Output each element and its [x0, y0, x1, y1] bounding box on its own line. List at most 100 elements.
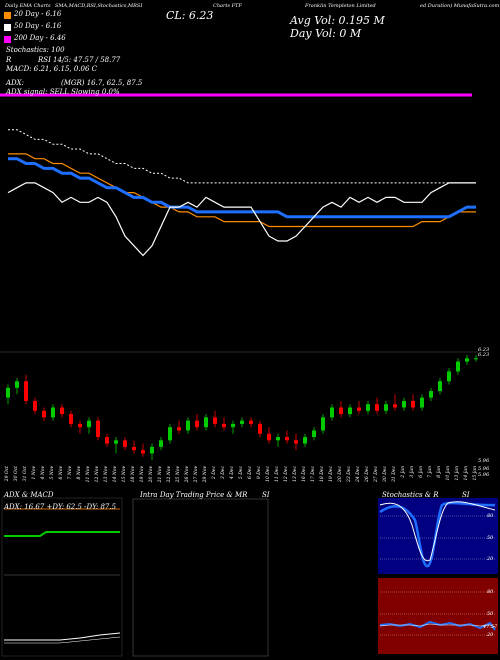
date-label: 13 Jan — [454, 466, 460, 481]
candle-body — [78, 423, 82, 428]
price-label-top1: 6.23 — [478, 347, 490, 353]
price-line — [7, 182, 476, 257]
candle-body — [267, 433, 271, 441]
price-label-bot3: 5.96 — [478, 472, 490, 478]
candle-body — [420, 397, 424, 408]
day-volume: Day Vol: 0 M — [290, 27, 362, 40]
candles — [0, 351, 478, 460]
date-label: 13 Dec — [292, 466, 298, 482]
candle-body — [438, 381, 442, 392]
date-label: 12 Nov — [94, 466, 100, 483]
date-label: 11 Nov — [85, 466, 91, 483]
candle-body — [204, 417, 208, 428]
candle-body — [51, 407, 55, 418]
date-label: 24 Dec — [355, 466, 361, 483]
rsi-tick-20: 20 — [487, 632, 494, 638]
date-label: 6 Dec — [247, 466, 253, 480]
candle-body — [24, 381, 28, 401]
macd-line — [4, 632, 121, 641]
fund-title: Franklin Templeton Limited — [305, 3, 376, 9]
date-label: 22 Nov — [166, 466, 172, 484]
candle-body — [294, 440, 298, 444]
date-label: 20 Nov — [148, 466, 154, 484]
date-label: 11 Dec — [274, 466, 280, 482]
candle-body — [276, 437, 280, 441]
date-label: 3 Jan — [409, 466, 415, 478]
date-label: 27 Dec — [373, 466, 379, 483]
bottom-panels — [1, 497, 498, 657]
date-label: 10 Dec — [265, 466, 271, 482]
rsi-panel — [378, 578, 498, 654]
candle-body — [150, 446, 154, 454]
ema200-legend: 200 Day - 6.46 — [14, 34, 66, 42]
candle-body — [186, 420, 190, 431]
blue-ma-line — [8, 157, 476, 219]
date-label: 21 Nov — [157, 466, 163, 484]
fund-title-2: ed Duration) MunafaSutra.com — [420, 3, 500, 9]
date-label: 18 Nov — [130, 466, 136, 483]
price-label-top2: 6.23 — [478, 352, 490, 358]
candle-body — [114, 440, 118, 444]
ema50-path — [8, 129, 476, 184]
candle-body — [465, 358, 469, 362]
stochastics-value: Stochastics: 100 — [6, 46, 65, 54]
date-label: 13 Nov — [103, 466, 109, 483]
price-label-bot1: 5.96 — [478, 458, 490, 464]
candle-body — [285, 437, 289, 441]
date-label: 14 Nov — [112, 466, 118, 483]
candle-body — [195, 420, 199, 428]
date-label: 25 Nov — [175, 466, 181, 484]
date-label: 27 Nov — [193, 466, 199, 484]
top-left-label: Daily EMA Charts — [5, 3, 51, 9]
date-label: 15 Jan — [472, 466, 478, 481]
candle-body — [177, 427, 181, 431]
date-label: 16 Dec — [301, 466, 307, 482]
ema200-swatch — [4, 36, 11, 43]
ema20-swatch — [4, 12, 11, 19]
candle-body — [330, 407, 334, 418]
candle-body — [6, 387, 10, 398]
intraday-panel — [132, 498, 269, 657]
stoch-tick-50: 50 — [487, 535, 494, 541]
ema50-swatch — [4, 24, 11, 31]
mrsi-line — [379, 623, 496, 628]
candle-body — [213, 417, 217, 424]
date-label: 2 Dec — [211, 466, 217, 481]
date-label: 17 Dec — [310, 466, 316, 482]
candle-body — [87, 420, 91, 428]
candle-body — [222, 423, 226, 428]
date-label: 4 Nov — [40, 466, 46, 481]
date-label: 5 Dec — [238, 466, 244, 480]
date-label: 20 Dec — [337, 466, 343, 483]
candle-body — [456, 361, 460, 372]
date-label: 19 Dec — [328, 466, 334, 482]
ema20-path — [8, 153, 476, 228]
candle-body — [384, 404, 388, 411]
candle-body — [348, 407, 352, 415]
date-label: 7 Nov — [67, 466, 73, 480]
date-label: 6 Nov — [58, 466, 64, 480]
date-label: 8 Nov — [76, 466, 82, 480]
date-label: 18 Dec — [319, 466, 325, 482]
price-label-bot2: 5.96 — [478, 466, 490, 472]
candle-body — [339, 407, 343, 415]
rsi-value: RSI 14/5: 47.57 / 58.77 — [38, 56, 121, 64]
date-label: 30 Oct — [13, 466, 19, 481]
stoch-k-line — [379, 501, 496, 568]
candle-body — [15, 381, 19, 388]
indicators-label: SMA,MACD,RSI,Stochastics,MRSI — [55, 3, 143, 9]
candle-body — [357, 407, 361, 411]
candle-body — [249, 420, 253, 424]
stoch-panel-title-suffix: SI — [462, 491, 470, 499]
date-label: 23 Dec — [346, 466, 352, 483]
macd-signal-line — [4, 636, 121, 644]
date-axis: 29 Oct 30 Oct 31 Oct 1 Nov 4 Nov 5 Nov 6 Nov 7 … — [4, 466, 478, 484]
date-label: 3 Dec — [220, 466, 226, 480]
stoch-d-line — [379, 501, 496, 562]
date-label: 8 Jan — [436, 466, 442, 478]
stoch-tick-20: 20 — [487, 556, 494, 562]
ema50-line — [8, 129, 476, 184]
date-label: 26 Dec — [364, 466, 370, 483]
date-label: 15 Nov — [121, 466, 127, 483]
